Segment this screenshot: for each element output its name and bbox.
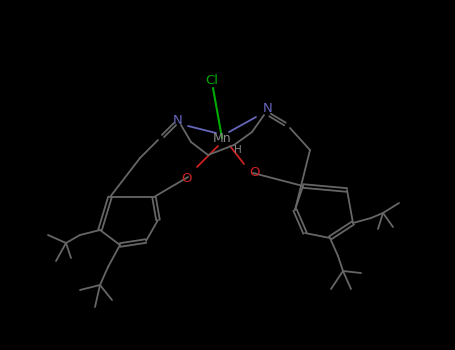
Text: Mn: Mn: [212, 132, 231, 145]
Text: O: O: [250, 167, 260, 180]
Text: Cl: Cl: [206, 75, 218, 88]
Text: O: O: [182, 172, 192, 184]
Text: N: N: [263, 103, 273, 116]
Text: H: H: [234, 145, 242, 155]
Text: N: N: [173, 113, 183, 126]
